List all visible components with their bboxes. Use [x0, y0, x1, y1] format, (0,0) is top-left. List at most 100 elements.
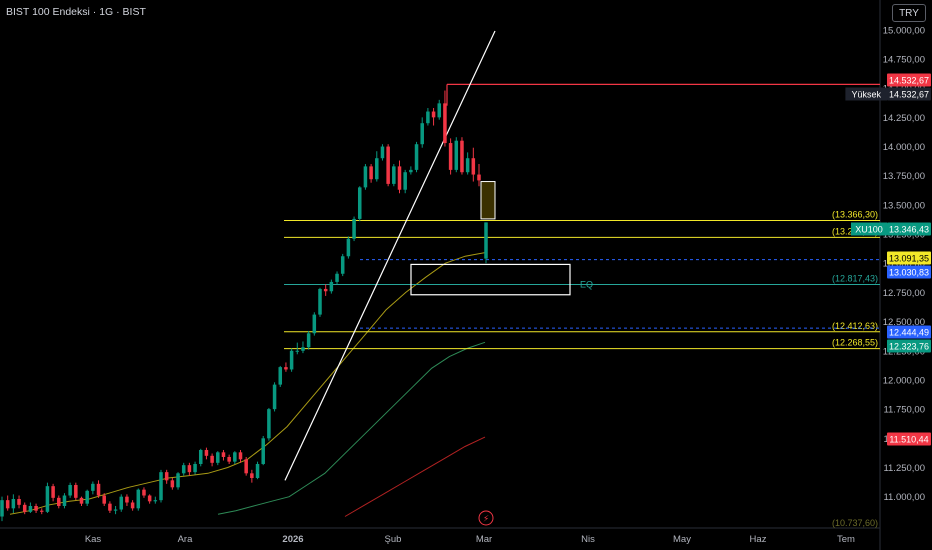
candle-body: [216, 452, 220, 463]
level-label: (12.817,43): [832, 274, 878, 284]
candle-body: [187, 465, 192, 473]
candle-body: [11, 498, 16, 509]
candle-body: [62, 495, 67, 506]
candle-body: [397, 166, 402, 190]
y-tick-label: 12.500,00: [883, 317, 925, 328]
candle-body: [329, 281, 334, 292]
candle-body: [363, 166, 368, 188]
price-tag-value: 14.532,67: [889, 90, 929, 100]
y-tick-label: 13.500,00: [883, 200, 925, 211]
candle-body: [164, 472, 169, 481]
price-tag-value: 13.030,83: [889, 268, 929, 278]
price-tag-value: 12.323,76: [889, 342, 929, 352]
price-tag-value: 12.444,49: [889, 328, 929, 338]
candle-body: [289, 350, 294, 370]
candle-body: [471, 158, 476, 175]
candle-body: [426, 111, 430, 124]
y-tick-label: 14.750,00: [883, 55, 925, 66]
candle-body: [198, 449, 203, 464]
symbol-title: BIST 100 Endeksi · 1G · BIST: [6, 6, 146, 18]
candle-body: [125, 496, 129, 503]
price-tag: [887, 222, 931, 236]
candle-body: [153, 500, 158, 502]
candle-body: [352, 218, 356, 239]
candle-body: [255, 463, 260, 478]
candle-body: [477, 174, 481, 181]
candle-body: [284, 367, 288, 370]
candle-body: [68, 484, 72, 496]
candle-body: [130, 502, 135, 509]
currency-button[interactable]: TRY: [892, 4, 926, 22]
trendline: [284, 30, 496, 481]
candle-body: [278, 367, 283, 385]
candle-body: [392, 166, 396, 184]
candle-body: [193, 463, 197, 473]
y-tick-label: 12.750,00: [883, 288, 925, 299]
event-icon: [478, 510, 494, 526]
candle-body: [159, 472, 163, 501]
candle-body: [346, 238, 351, 257]
candle-body: [431, 111, 436, 118]
eq-zone-box: [410, 263, 571, 296]
price-tag: [887, 339, 931, 353]
price-tag-value: 11.510,44: [889, 435, 928, 445]
candle-body: [102, 495, 106, 504]
y-tick-label: 14.000,00: [883, 142, 925, 153]
eq-label: EQ: [580, 280, 593, 290]
x-axis-label: Mar: [476, 534, 492, 545]
price-tag-value: 13.346,43: [889, 225, 929, 235]
y-tick-label: 12.000,00: [883, 375, 925, 386]
candle-body: [272, 384, 277, 410]
candle-body: [176, 473, 180, 488]
candle-body: [74, 484, 78, 498]
y-tick-label: 11.000,00: [883, 492, 925, 503]
x-axis-label: Nis: [581, 534, 595, 545]
candle-body: [335, 273, 339, 282]
candle-body: [170, 480, 175, 488]
candle-body: [295, 350, 300, 352]
candle-body: [221, 452, 226, 457]
candle-body: [443, 103, 447, 144]
candle-body: [312, 314, 317, 334]
y-tick-label: 15.000,00: [883, 25, 925, 36]
candle-body: [210, 455, 214, 463]
price-tag-prefix-bg: [845, 87, 887, 101]
candle-body: [261, 438, 265, 464]
candle-body: [380, 146, 385, 159]
price-tag-prefix: Yüksek: [851, 90, 881, 100]
y-tick-label: 11.750,00: [883, 405, 925, 416]
candle-body: [369, 166, 373, 180]
candle-body: [22, 504, 27, 512]
candle-body: [136, 489, 141, 509]
candle-body: [454, 140, 459, 170]
moving-average-line: [217, 341, 486, 515]
candle-body: [318, 288, 322, 315]
candle-body: [34, 506, 38, 511]
candle-body: [181, 465, 186, 474]
candle-body: [301, 347, 305, 351]
bottom-level-label: (10.737,60): [832, 518, 878, 528]
candle-body: [403, 172, 407, 190]
candle-body: [375, 158, 379, 180]
candle-body: [119, 496, 124, 510]
x-axis-label: Haz: [750, 534, 767, 545]
candle-body: [340, 256, 345, 274]
candle-body: [0, 500, 4, 517]
y-tick-label: 13.750,00: [883, 171, 925, 182]
candle-body: [357, 187, 362, 219]
price-tag: [887, 265, 931, 279]
price-tag: [887, 87, 931, 101]
level-label: (12.412,63): [832, 321, 878, 331]
candle-body: [51, 486, 55, 498]
candle-body: [386, 146, 390, 184]
candle-body: [91, 483, 95, 491]
candle-body: [57, 497, 61, 506]
moving-average-line: [344, 436, 486, 517]
candle-body: [460, 140, 464, 173]
candle-body: [484, 222, 488, 259]
x-axis-label: Kas: [85, 534, 102, 545]
y-tick-label: 11.250,00: [883, 463, 925, 474]
candle-body: [17, 498, 21, 505]
